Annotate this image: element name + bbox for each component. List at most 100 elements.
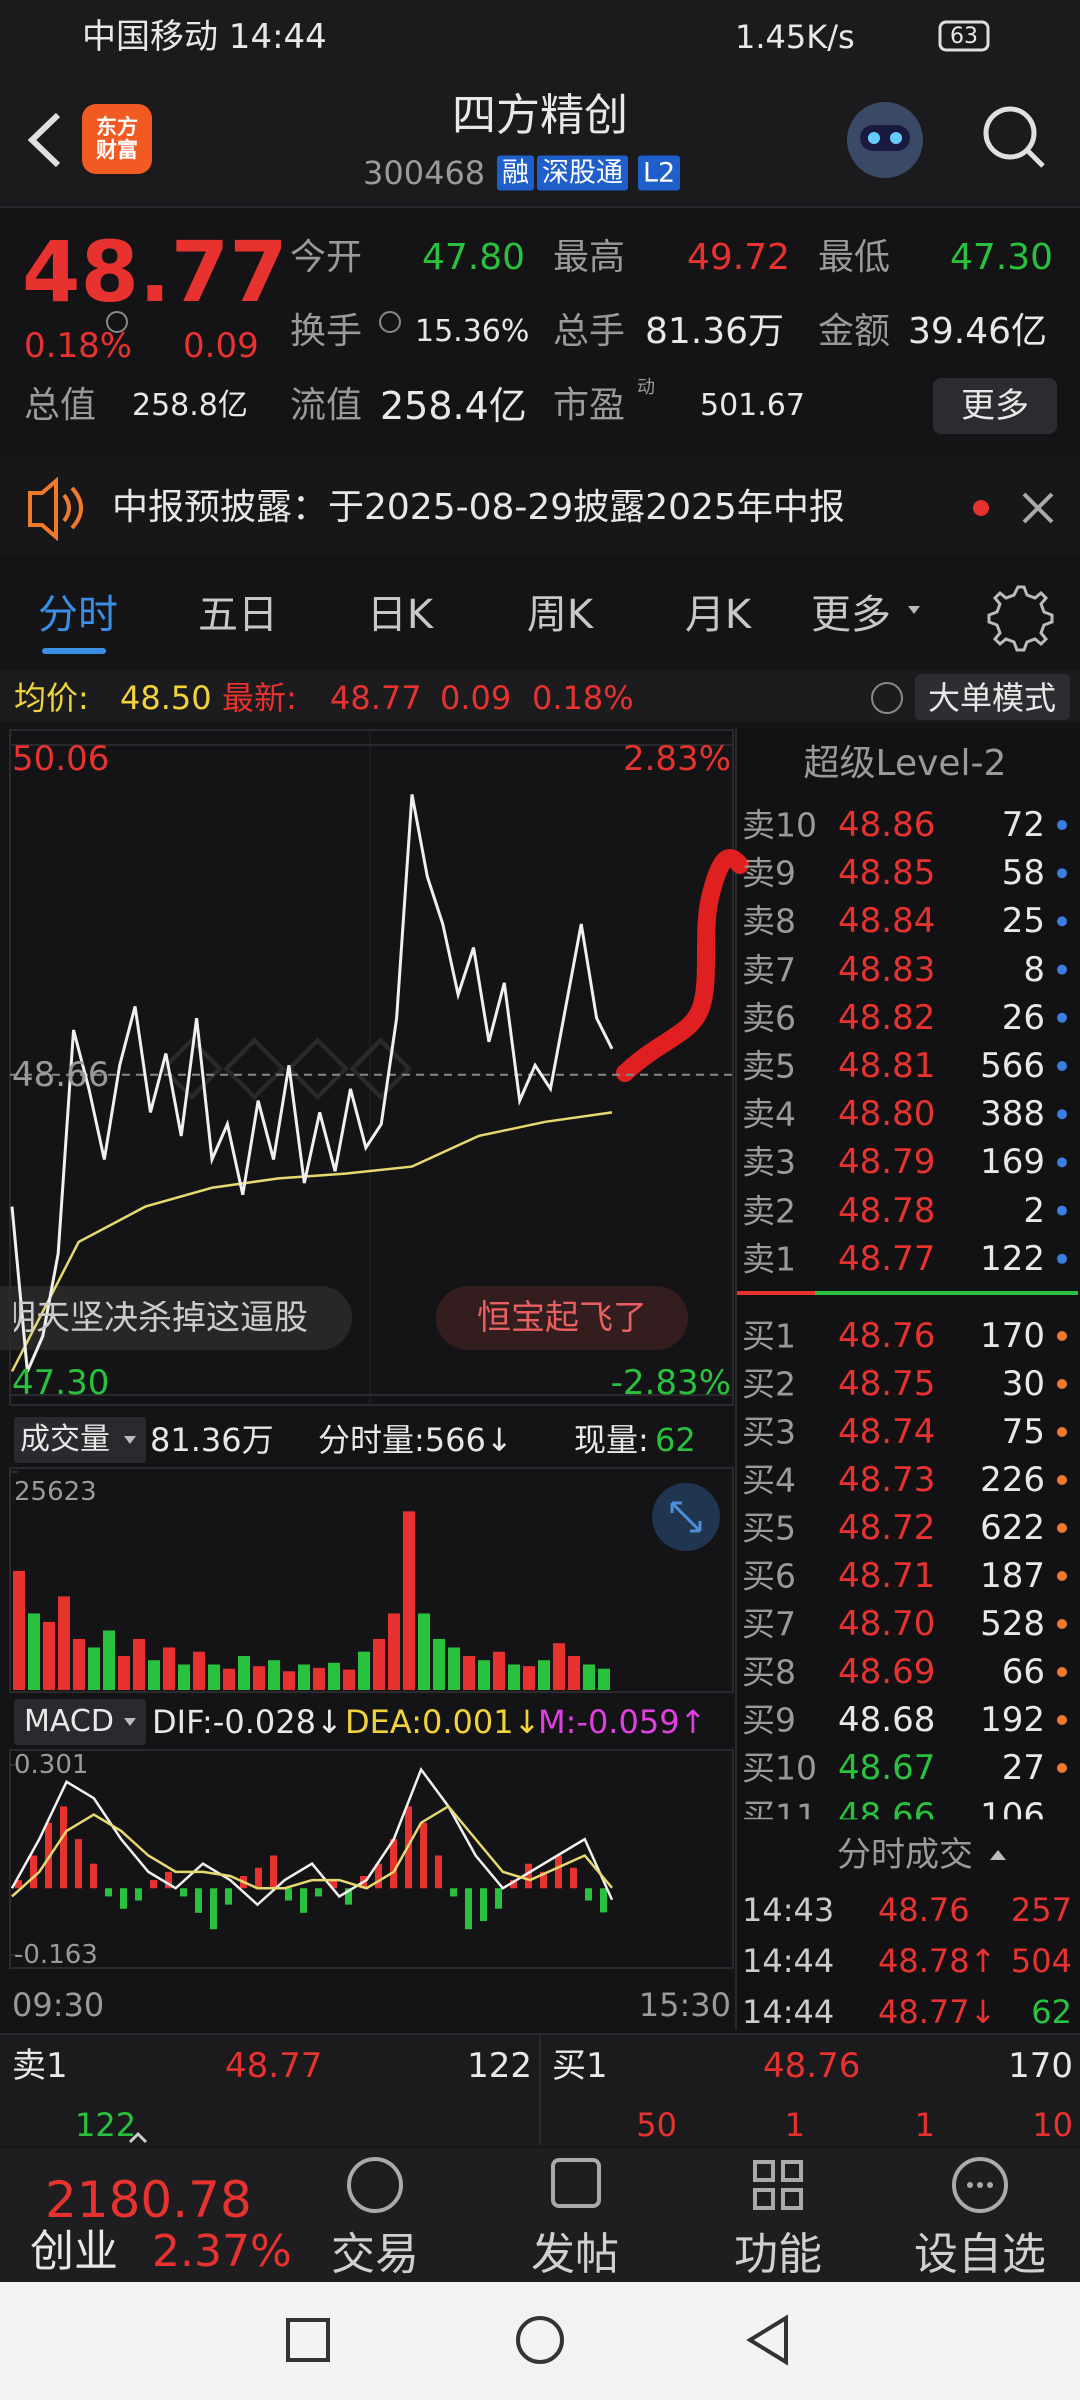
- order-dot: [1057, 1619, 1067, 1629]
- order-dot: [1057, 1157, 1067, 1168]
- search-icon[interactable]: [983, 106, 1037, 160]
- macd-dropdown[interactable]: [14, 1699, 146, 1745]
- volume-bar: [133, 1638, 145, 1690]
- back-icon[interactable]: [27, 112, 61, 168]
- macd-bar: [15, 1880, 22, 1889]
- stock-tag: 融: [497, 155, 534, 191]
- system-nav: [0, 2282, 1080, 2400]
- tab[interactable]: 分时: [38, 592, 118, 638]
- trade-price: 48.77↓: [878, 1993, 997, 2031]
- tab-underline: [42, 648, 106, 654]
- price-line: [10, 1111, 613, 1373]
- bq-sell-order: 122: [75, 2106, 137, 2144]
- order-volume: 27: [1001, 1748, 1045, 1788]
- index-change[interactable]: 2.37%: [152, 2226, 292, 2277]
- order-price: 48.78: [838, 1190, 936, 1231]
- index-value[interactable]: 2180.78: [45, 2171, 252, 2229]
- macd-bar: [465, 1888, 472, 1930]
- hand-drawn-mark: [616, 849, 749, 1082]
- post-icon[interactable]: [551, 2158, 601, 2208]
- nav-item[interactable]: 设自选: [914, 2229, 1046, 2280]
- order-label: 卖6: [742, 998, 796, 1038]
- change: 0.09: [183, 326, 259, 366]
- y-tick-label: 25623: [14, 1477, 97, 1507]
- macd-bar: [120, 1888, 127, 1909]
- order-label: 卖2: [742, 1191, 796, 1231]
- bq-buy-order: 10: [1032, 2106, 1073, 2144]
- volume-bar: [583, 1664, 595, 1690]
- macd-bar: [450, 1888, 457, 1897]
- macd-dif: DIF:-0.028↓: [152, 1703, 343, 1741]
- nav-item[interactable]: 交易: [331, 2229, 419, 2280]
- nav-back[interactable]: [746, 2314, 788, 2366]
- volume-bar: [403, 1511, 415, 1690]
- nav-item[interactable]: 发帖: [531, 2229, 619, 2280]
- tab[interactable]: 日K: [366, 592, 434, 638]
- settings-icon[interactable]: [987, 585, 1054, 652]
- function-icon[interactable]: [753, 2160, 803, 2210]
- logo[interactable]: 东方财富: [96, 114, 138, 162]
- tab[interactable]: 周K: [526, 592, 594, 638]
- order-volume: 30: [1001, 1364, 1045, 1404]
- y-tick-label: 48.66: [12, 1054, 110, 1095]
- order-label: 卖9: [742, 853, 796, 893]
- watchlist-icon[interactable]: [952, 2157, 1008, 2213]
- order-label: 卖3: [742, 1142, 796, 1182]
- macd-bar: [390, 1839, 397, 1889]
- trade-price: 48.78↑: [878, 1942, 997, 1980]
- macd-bar: [75, 1839, 82, 1889]
- stock-title: 四方精创: [452, 90, 628, 141]
- nav-home[interactable]: [516, 2316, 564, 2364]
- macd-bar: [105, 1888, 112, 1897]
- macd-bar: [525, 1863, 532, 1889]
- volume-bar: [328, 1662, 340, 1690]
- order-price: 48.83: [838, 949, 936, 990]
- order-label: 买2: [742, 1364, 796, 1404]
- nav-recent[interactable]: [286, 2318, 330, 2362]
- mode-button[interactable]: [915, 674, 1070, 720]
- volume-bar: [58, 1596, 70, 1690]
- field-label: 市盈: [553, 385, 626, 426]
- more-button[interactable]: [933, 378, 1057, 434]
- sort-arrow: [990, 1850, 1006, 1860]
- close-icon[interactable]: [1022, 492, 1054, 524]
- order-dot: [1057, 1667, 1067, 1677]
- bq-buy-order: 1: [914, 2106, 935, 2144]
- notice-text[interactable]: 中报预披露：于2025-08-29披露2025年中报: [112, 487, 845, 528]
- macd-bar: [270, 1855, 277, 1889]
- volume-bar: [568, 1655, 580, 1690]
- order-price: 48.81: [838, 1046, 936, 1086]
- macd-line: [11, 1804, 613, 1898]
- order-dot: [1057, 1379, 1067, 1389]
- current-volume-label: 现量:: [574, 1421, 649, 1459]
- order-dot: [1057, 1427, 1067, 1437]
- more-button-label[interactable]: 更多: [961, 386, 1029, 426]
- trade-icon[interactable]: [347, 2157, 403, 2213]
- field-value: 81.36万: [645, 311, 785, 352]
- tab[interactable]: 月K: [684, 592, 752, 638]
- tab[interactable]: 更多: [811, 592, 891, 638]
- order-label: 卖10: [742, 805, 817, 845]
- order-dot: [1057, 820, 1067, 830]
- order-price: 48.80: [838, 1094, 936, 1135]
- speaker-icon: [28, 476, 58, 542]
- volume-bar: [193, 1651, 205, 1690]
- price-frame: [9, 729, 734, 1406]
- field-label: 换手: [290, 311, 363, 352]
- volume-dropdown[interactable]: [14, 1417, 146, 1463]
- tab[interactable]: 五日: [198, 592, 278, 638]
- bq-buy-volume: 170: [1008, 2046, 1073, 2086]
- order-label: 卖7: [742, 950, 796, 990]
- mode-button-label[interactable]: 大单模式: [927, 679, 1057, 717]
- order-price: 48.72: [838, 1508, 936, 1548]
- info-latest-label: 最新:: [222, 679, 297, 717]
- order-price: 48.84: [838, 901, 936, 942]
- order-volume: 2: [1023, 1190, 1045, 1231]
- index-name[interactable]: 创业: [30, 2226, 118, 2277]
- bq-buy-price: 48.76: [763, 2046, 861, 2086]
- order-label: 买5: [742, 1508, 796, 1548]
- logo-bg[interactable]: [82, 104, 152, 174]
- nav-item[interactable]: 功能: [734, 2229, 822, 2280]
- macd-bar: [375, 1863, 382, 1889]
- notice-bar[interactable]: [0, 455, 1080, 555]
